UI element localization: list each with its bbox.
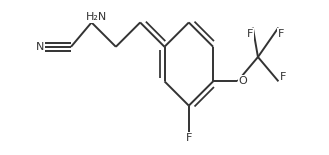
Text: F: F [278, 29, 284, 39]
Text: N: N [36, 42, 44, 52]
Text: F: F [280, 73, 286, 82]
Text: F: F [247, 29, 253, 39]
Text: O: O [239, 76, 247, 86]
Text: F: F [186, 133, 192, 143]
Text: H₂N: H₂N [86, 12, 107, 22]
